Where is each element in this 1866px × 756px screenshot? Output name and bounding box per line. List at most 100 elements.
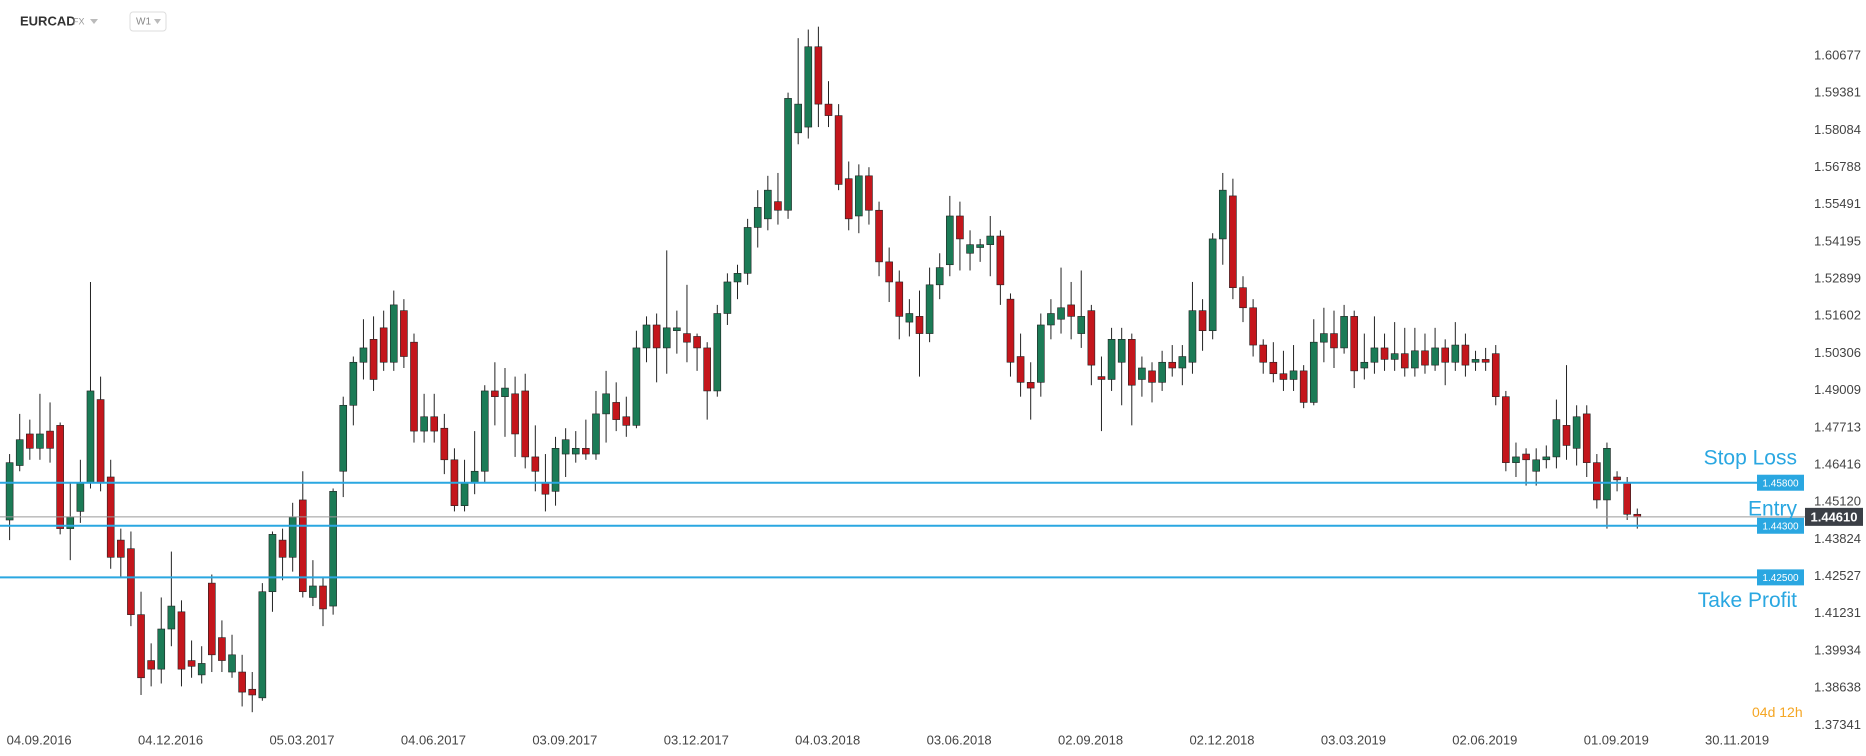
candle-body	[935, 267, 944, 286]
candle-body	[147, 660, 155, 670]
candle-body	[1320, 333, 1328, 343]
candle-body	[895, 281, 904, 317]
timeframe-box[interactable]	[129, 11, 167, 32]
candle-body	[531, 456, 540, 472]
candle-body	[1269, 361, 1278, 375]
candle-body	[1077, 316, 1086, 334]
candle-body	[1299, 370, 1308, 403]
candle-body	[703, 347, 711, 392]
candle-body	[1188, 310, 1197, 363]
candle-body	[167, 605, 176, 630]
x-tick-label: 04.09.2016	[7, 732, 72, 747]
candle-body	[855, 175, 863, 217]
candle-body	[764, 189, 772, 220]
candle-body	[187, 660, 196, 667]
candle-body	[1168, 361, 1177, 369]
candle-body	[1006, 298, 1015, 363]
candle-body	[36, 433, 44, 449]
candle-body	[774, 201, 782, 211]
candle-body	[127, 548, 135, 615]
candle-body	[632, 347, 641, 426]
timeframe-dropdown-arrow[interactable]	[154, 19, 161, 24]
toolbar: EURCAD FX W1	[20, 11, 167, 32]
x-tick-label: 01.09.2019	[1584, 732, 1649, 747]
candle-body	[602, 393, 610, 415]
candle-body	[379, 327, 388, 363]
y-tick-label: 1.50306	[1814, 345, 1861, 360]
candle-body	[5, 462, 14, 521]
candle-body	[592, 413, 600, 455]
y-tick-label: 1.38638	[1814, 680, 1861, 695]
candle-body	[612, 402, 620, 420]
candle-body	[1208, 238, 1217, 332]
x-tick-label: 05.03.2017	[269, 732, 334, 747]
candle-body	[1330, 333, 1338, 349]
candle-body	[1613, 476, 1621, 481]
candle-body	[733, 273, 742, 283]
current-price-tag	[1805, 507, 1863, 526]
candle-body	[541, 482, 550, 495]
symbol[interactable]: EURCAD	[20, 13, 76, 28]
candle-body	[117, 539, 125, 558]
candle-body	[208, 582, 216, 656]
candle-body	[1522, 453, 1530, 461]
candle-body	[1431, 347, 1439, 366]
candle-body	[86, 390, 95, 484]
x-tick-label: 04.06.2017	[401, 732, 466, 747]
candle-body	[389, 304, 398, 363]
candle-body	[1218, 189, 1227, 240]
x-tick-label: 02.06.2019	[1452, 732, 1517, 747]
y-tick-label: 1.37341	[1814, 717, 1861, 732]
candle-body	[1037, 324, 1045, 383]
candle-body	[410, 341, 418, 432]
candle-body	[319, 585, 327, 610]
candle-body	[420, 416, 428, 432]
candle-body	[1138, 367, 1146, 380]
timeframe[interactable]: W1	[136, 17, 151, 28]
candle-body	[400, 310, 408, 357]
candle-body	[723, 281, 732, 314]
candle-body	[1067, 304, 1075, 317]
market-dropdown-arrow[interactable]	[90, 19, 98, 24]
candle-body	[1229, 195, 1237, 288]
candle-body	[1562, 425, 1571, 446]
candle-body	[1491, 353, 1500, 397]
candle-body	[258, 591, 267, 699]
candle-body	[137, 614, 145, 679]
candle-body	[834, 115, 843, 185]
candle-body	[1441, 347, 1449, 363]
candle-body	[814, 46, 823, 105]
candle-body	[905, 313, 914, 323]
candle-body	[177, 611, 186, 670]
candle-body	[713, 313, 722, 392]
candle-body	[1259, 344, 1268, 363]
x-tick-label: 02.12.2018	[1189, 732, 1254, 747]
candle-body	[1340, 316, 1348, 349]
candle-body	[1127, 339, 1136, 386]
y-tick-label: 1.56788	[1814, 159, 1861, 174]
candle-body	[521, 390, 530, 458]
candle-body	[1057, 307, 1065, 320]
y-tick-label: 1.60677	[1814, 47, 1861, 62]
candle-body	[268, 534, 277, 593]
candle-body	[76, 482, 85, 512]
x-tick-label: 04.12.2016	[138, 732, 203, 747]
candle-body	[693, 336, 701, 349]
candle-body	[1582, 413, 1591, 463]
candle-body	[925, 284, 934, 334]
x-tick-label: 02.09.2018	[1058, 732, 1123, 747]
candle-body	[1198, 310, 1207, 332]
candle-body	[875, 209, 883, 263]
candle-body	[1603, 448, 1611, 501]
candle-body	[946, 215, 954, 266]
y-tick-label: 1.52899	[1814, 271, 1861, 286]
candle-body	[26, 433, 34, 449]
candle-body	[794, 103, 802, 134]
y-tick-label: 1.41231	[1814, 605, 1861, 620]
candle-body	[804, 46, 813, 128]
x-tick-label: 03.12.2017	[664, 732, 729, 747]
candle-body	[1249, 307, 1257, 346]
level-name: Entry	[1748, 497, 1798, 520]
